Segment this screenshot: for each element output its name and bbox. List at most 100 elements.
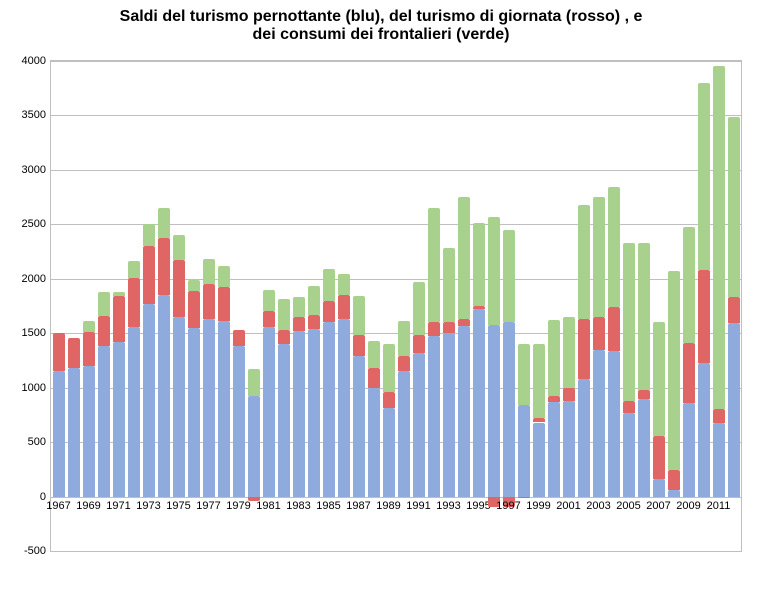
bar-pernottante <box>578 379 590 497</box>
bar-group <box>201 61 216 551</box>
bar-giornata <box>338 295 350 319</box>
bar-pernottante <box>128 327 140 497</box>
bar-group <box>366 61 381 551</box>
bar-frontalieri <box>473 223 485 306</box>
bar-giornata <box>608 307 620 351</box>
bar-frontalieri <box>323 269 335 301</box>
bar-group <box>561 61 576 551</box>
bar-group <box>621 61 636 551</box>
bar-pernottante <box>143 304 155 497</box>
bar-group <box>651 61 666 551</box>
bar-frontalieri <box>533 344 545 418</box>
bar-pernottante <box>338 319 350 496</box>
bar-giornata <box>413 335 425 352</box>
bar-giornata <box>158 238 170 295</box>
bar-frontalieri <box>638 243 650 390</box>
bar-frontalieri <box>293 297 305 317</box>
bar-pernottante <box>638 399 650 497</box>
ytick-label: 3500 <box>11 109 46 121</box>
bar-group <box>546 61 561 551</box>
bar-group <box>246 61 261 551</box>
bar-pernottante <box>68 368 80 496</box>
bar-frontalieri <box>203 259 215 284</box>
bar-giornata <box>308 315 320 329</box>
bar-frontalieri <box>428 208 440 322</box>
bar-group <box>51 61 66 551</box>
bar-frontalieri <box>563 317 575 388</box>
bar-group <box>66 61 81 551</box>
bar-pernottante <box>98 346 110 496</box>
bar-pernottante <box>548 402 560 497</box>
bar-giornata <box>668 470 680 490</box>
bar-group <box>531 61 546 551</box>
bar-pernottante <box>623 413 635 497</box>
bar-group <box>576 61 591 551</box>
bar-frontalieri <box>158 208 170 238</box>
bar-group <box>96 61 111 551</box>
bar-frontalieri <box>458 197 470 319</box>
bar-group <box>351 61 366 551</box>
bar-giornata <box>233 330 245 346</box>
bar-pernottante <box>503 322 515 496</box>
bar-group <box>156 61 171 551</box>
ytick-label: 2000 <box>11 273 46 285</box>
bar-pernottante <box>158 295 170 496</box>
bar-pernottante <box>653 479 665 496</box>
bar-pernottante <box>83 366 95 497</box>
bar-pernottante <box>398 371 410 496</box>
bar-giornata <box>293 317 305 331</box>
ytick-label: 2500 <box>11 218 46 230</box>
bar-frontalieri <box>188 280 200 291</box>
ytick-label: 0 <box>11 491 46 503</box>
bar-giornata <box>368 368 380 388</box>
bar-frontalieri <box>248 369 260 396</box>
bar-giornata <box>128 278 140 327</box>
bar-giornata <box>113 296 125 342</box>
bar-frontalieri <box>668 271 680 470</box>
bar-pernottante <box>428 336 440 496</box>
bar-group <box>711 61 726 551</box>
bar-frontalieri <box>368 341 380 368</box>
bar-giornata <box>548 396 560 401</box>
bar-group <box>666 61 681 551</box>
bar-giornata <box>83 332 95 366</box>
bar-frontalieri <box>383 344 395 392</box>
bar-frontalieri <box>488 217 500 325</box>
bar-pernottante <box>728 323 740 496</box>
bar-group <box>276 61 291 551</box>
bar-giornata <box>623 401 635 413</box>
bar-group <box>606 61 621 551</box>
bar-pernottante <box>368 388 380 497</box>
bar-giornata <box>218 287 230 321</box>
bar-giornata <box>383 392 395 408</box>
bar-group <box>141 61 156 551</box>
bar-giornata <box>323 301 335 323</box>
bar-pernottante <box>593 350 605 497</box>
bar-frontalieri <box>608 187 620 307</box>
plot-area: -500050010001500200025003000350040001967… <box>50 60 742 552</box>
chart-container: Saldi del turismo pernottante (blu), del… <box>0 0 762 591</box>
bar-group <box>216 61 231 551</box>
bar-giornata <box>53 333 65 371</box>
bar-frontalieri <box>548 320 560 396</box>
bar-frontalieri <box>353 296 365 335</box>
bar-giornata <box>203 284 215 319</box>
bar-pernottante <box>458 326 470 497</box>
bar-pernottante <box>203 319 215 496</box>
bar-frontalieri <box>728 117 740 298</box>
bar-pernottante <box>608 351 620 497</box>
bar-group <box>726 61 741 551</box>
bar-pernottante <box>668 490 680 497</box>
bar-group <box>186 61 201 551</box>
bar-pernottante <box>563 401 575 497</box>
bar-pernottante <box>488 325 500 497</box>
bar-frontalieri <box>128 261 140 277</box>
ytick-label: 500 <box>11 436 46 448</box>
bar-frontalieri <box>413 282 425 335</box>
bar-frontalieri <box>578 205 590 319</box>
bar-giornata <box>563 388 575 401</box>
bar-pernottante <box>53 371 65 496</box>
bar-giornata <box>458 319 470 326</box>
bar-group <box>426 61 441 551</box>
bar-group <box>441 61 456 551</box>
